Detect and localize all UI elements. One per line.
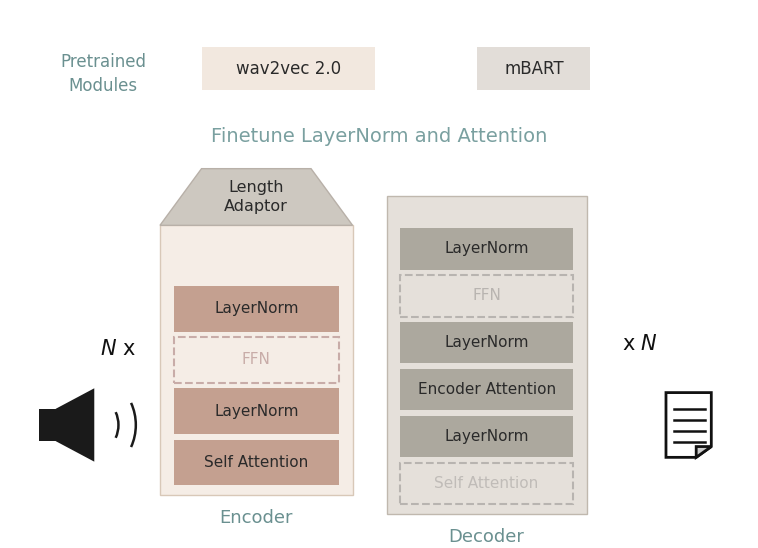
Text: x $N$: x $N$ — [622, 334, 658, 354]
Text: LayerNorm: LayerNorm — [444, 241, 529, 256]
Text: wav2vec 2.0: wav2vec 2.0 — [236, 60, 341, 78]
Bar — [202, 47, 375, 90]
Bar — [400, 275, 573, 317]
Bar — [478, 47, 590, 90]
Text: Encoder Attention: Encoder Attention — [418, 382, 556, 397]
Text: LayerNorm: LayerNorm — [214, 404, 299, 419]
Text: LayerNorm: LayerNorm — [214, 301, 299, 316]
Text: Pretrained
Modules: Pretrained Modules — [61, 54, 146, 95]
Bar — [387, 196, 587, 514]
Bar — [400, 369, 573, 410]
Bar — [174, 439, 339, 486]
Polygon shape — [696, 447, 711, 458]
Bar — [400, 322, 573, 363]
Bar — [174, 286, 339, 332]
Polygon shape — [666, 392, 711, 458]
Bar — [400, 228, 573, 270]
Bar — [174, 389, 339, 434]
Text: LayerNorm: LayerNorm — [444, 429, 529, 444]
Text: Finetune LayerNorm and Attention: Finetune LayerNorm and Attention — [211, 127, 547, 146]
Bar — [174, 337, 339, 383]
Text: Decoder: Decoder — [449, 528, 525, 546]
Text: $N$ x: $N$ x — [101, 339, 136, 359]
Bar — [39, 409, 56, 441]
Bar — [160, 225, 352, 495]
Text: Length
Adaptor: Length Adaptor — [224, 180, 288, 214]
Bar — [400, 416, 573, 458]
Polygon shape — [160, 169, 352, 225]
Polygon shape — [56, 389, 94, 461]
Text: Self Attention: Self Attention — [204, 455, 309, 470]
Text: Self Attention: Self Attention — [434, 476, 539, 491]
Text: mBART: mBART — [504, 60, 564, 78]
Text: Encoder: Encoder — [220, 509, 293, 527]
Text: FFN: FFN — [242, 352, 271, 368]
Text: FFN: FFN — [472, 288, 501, 303]
Text: LayerNorm: LayerNorm — [444, 335, 529, 350]
Bar — [400, 463, 573, 504]
